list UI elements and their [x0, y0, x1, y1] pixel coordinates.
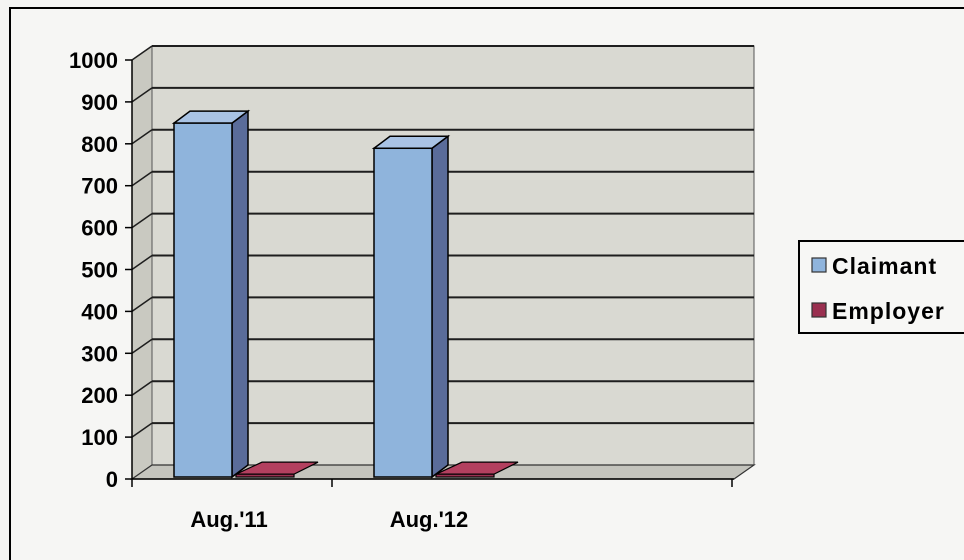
- y-tick-label: 1000: [69, 48, 118, 73]
- gridline: [131, 45, 153, 61]
- legend-employer-swatch: [811, 302, 827, 318]
- y-tick-label: 500: [81, 258, 118, 283]
- gridline: [131, 296, 153, 313]
- gridline: [131, 87, 153, 103]
- gridline: [131, 171, 153, 187]
- y-tick-label: 900: [81, 90, 118, 115]
- employer-bar: [435, 473, 495, 478]
- y-tick-label: 200: [81, 383, 118, 408]
- y-tick-label: 0: [106, 467, 118, 492]
- legend-claimant-label: Claimant: [832, 253, 937, 279]
- claimant-bar: [373, 147, 433, 478]
- y-tick-label: 400: [81, 299, 118, 324]
- legend: Claimant Employer: [798, 240, 964, 334]
- y-tick-label: 700: [81, 174, 118, 199]
- claimant-bar-side: [231, 109, 249, 479]
- employer-bar: [235, 473, 295, 478]
- x-category-label: Aug.'12: [390, 507, 469, 532]
- gridline: [131, 212, 153, 229]
- gridline: [131, 129, 153, 145]
- gridline: [131, 338, 153, 354]
- claimant-bar: [173, 122, 233, 478]
- y-tick-label: 600: [81, 216, 118, 241]
- legend-claimant-swatch: [811, 257, 827, 273]
- y-tick-label: 100: [81, 425, 118, 450]
- gridline: [131, 422, 153, 438]
- gridline: [131, 380, 153, 396]
- legend-box: [798, 240, 964, 334]
- claimant-bar-side: [431, 134, 449, 479]
- y-tick-label: 300: [81, 341, 118, 366]
- x-category-label: Aug.'11: [190, 507, 267, 532]
- y-tick-label: 800: [81, 132, 118, 157]
- legend-employer-label: Employer: [832, 298, 945, 324]
- gridline: [131, 254, 153, 271]
